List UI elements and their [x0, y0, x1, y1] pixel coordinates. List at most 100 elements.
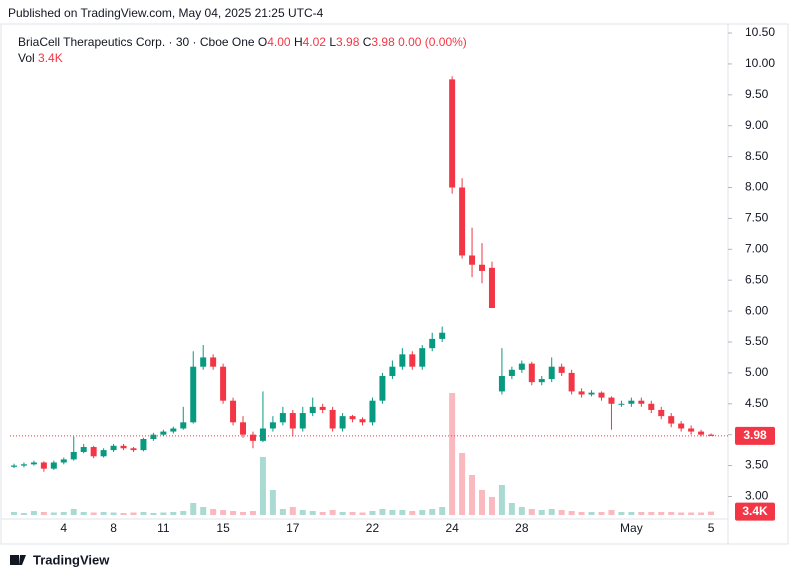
- volume-bar: [568, 511, 575, 515]
- volume-bar: [538, 510, 545, 515]
- volume-bar: [488, 497, 495, 515]
- volume-bar: [708, 511, 715, 515]
- candle-body: [598, 392, 605, 398]
- volume-bar: [399, 510, 406, 515]
- volume-bar: [618, 512, 625, 515]
- volume-bar: [220, 510, 227, 515]
- candle-body: [469, 255, 476, 265]
- ohlc-value: 4.00: [267, 35, 291, 49]
- candle-body: [180, 422, 187, 429]
- x-tick-label: 4: [60, 521, 67, 535]
- footer-brand: TradingView: [33, 552, 110, 567]
- candle-body: [220, 366, 227, 401]
- candle-body: [479, 264, 486, 271]
- x-tick-label: 24: [445, 521, 459, 535]
- volume-bar: [10, 512, 17, 515]
- candle-body: [698, 431, 705, 435]
- candle-body: [299, 413, 306, 429]
- candle-body: [488, 267, 495, 309]
- volume-bar: [339, 512, 346, 515]
- candle-body: [90, 447, 97, 457]
- volume-bar: [668, 512, 675, 515]
- candle-body: [419, 348, 426, 367]
- y-tick-label: 10.00: [745, 56, 775, 70]
- volume-bar: [90, 512, 97, 515]
- candle-body: [429, 338, 436, 349]
- volume-bar: [508, 503, 515, 515]
- candle-body: [409, 354, 416, 367]
- volume-bar: [528, 509, 535, 515]
- candle-body: [518, 363, 525, 370]
- candle-body: [70, 451, 77, 460]
- volume-bar: [249, 511, 256, 515]
- y-tick-label: 5.00: [745, 365, 769, 379]
- volume-bar: [30, 511, 37, 515]
- x-tick-label: May: [620, 521, 643, 535]
- ohlc-key: O: [257, 35, 268, 49]
- last-price-tag: [735, 426, 775, 445]
- candle-body: [269, 422, 276, 429]
- volume-bar: [638, 512, 645, 515]
- y-tick-label: 6.50: [745, 272, 769, 286]
- candle-body: [658, 409, 665, 417]
- volume-bar: [459, 453, 466, 515]
- candle-body: [40, 462, 47, 469]
- candle-body: [140, 438, 147, 451]
- candle-body: [459, 187, 466, 256]
- y-tick-label: 9.00: [745, 118, 769, 132]
- volume-bar: [518, 507, 525, 515]
- volume-bar: [479, 490, 486, 515]
- last-price-label: 3.98: [743, 428, 767, 442]
- candle-body: [309, 406, 316, 414]
- volume-bar: [269, 490, 276, 515]
- candle-body: [379, 375, 386, 401]
- volume-bar: [299, 510, 306, 515]
- candle-body: [289, 413, 296, 429]
- y-tick-label: 6.00: [745, 303, 769, 317]
- tv-logo: [10, 555, 26, 565]
- candle-body: [240, 422, 247, 435]
- volume-bar: [608, 510, 615, 515]
- candle-body: [200, 357, 207, 367]
- candle-body: [618, 403, 625, 405]
- symbol-title: BriaCell Therapeutics Corp. · 30 · Cboe …: [18, 35, 255, 49]
- candle-body: [80, 447, 87, 452]
- y-tick-label: 8.50: [745, 149, 769, 163]
- candle-body: [628, 400, 635, 404]
- y-tick-label: 3.50: [745, 458, 769, 472]
- volume-bar: [150, 513, 157, 515]
- y-tick-label: 5.50: [745, 334, 769, 348]
- x-tick-label: 8: [110, 521, 117, 535]
- y-tick-label: 7.50: [745, 211, 769, 225]
- candle-body: [528, 363, 535, 383]
- volume-bar: [498, 485, 505, 515]
- x-tick-label: 28: [515, 521, 529, 535]
- candle-body: [160, 431, 167, 435]
- candle-body: [339, 416, 346, 429]
- candle-body: [100, 450, 107, 457]
- candle-body: [230, 400, 237, 423]
- candle-body: [638, 400, 645, 404]
- candle-body: [578, 391, 585, 395]
- volume-bar: [170, 512, 177, 515]
- volume-bar: [419, 510, 426, 515]
- volume-bar: [648, 512, 655, 515]
- candle-body: [349, 416, 356, 420]
- volume-bar: [50, 512, 57, 515]
- volume-bar: [598, 512, 605, 515]
- x-tick-label: 22: [366, 521, 380, 535]
- candle-body: [30, 462, 37, 465]
- volume-bar: [389, 510, 396, 515]
- volume-bar: [558, 510, 565, 515]
- volume-bar: [20, 513, 27, 515]
- candle-body: [120, 445, 127, 449]
- y-tick-label: 7.00: [745, 241, 769, 255]
- volume-bar: [449, 393, 456, 515]
- candle-body: [558, 366, 565, 373]
- change-value: 0.00 (0.00%): [398, 35, 467, 49]
- volume-bar: [588, 512, 595, 515]
- ohlc-key: L: [329, 35, 337, 49]
- volume-bar: [698, 512, 705, 515]
